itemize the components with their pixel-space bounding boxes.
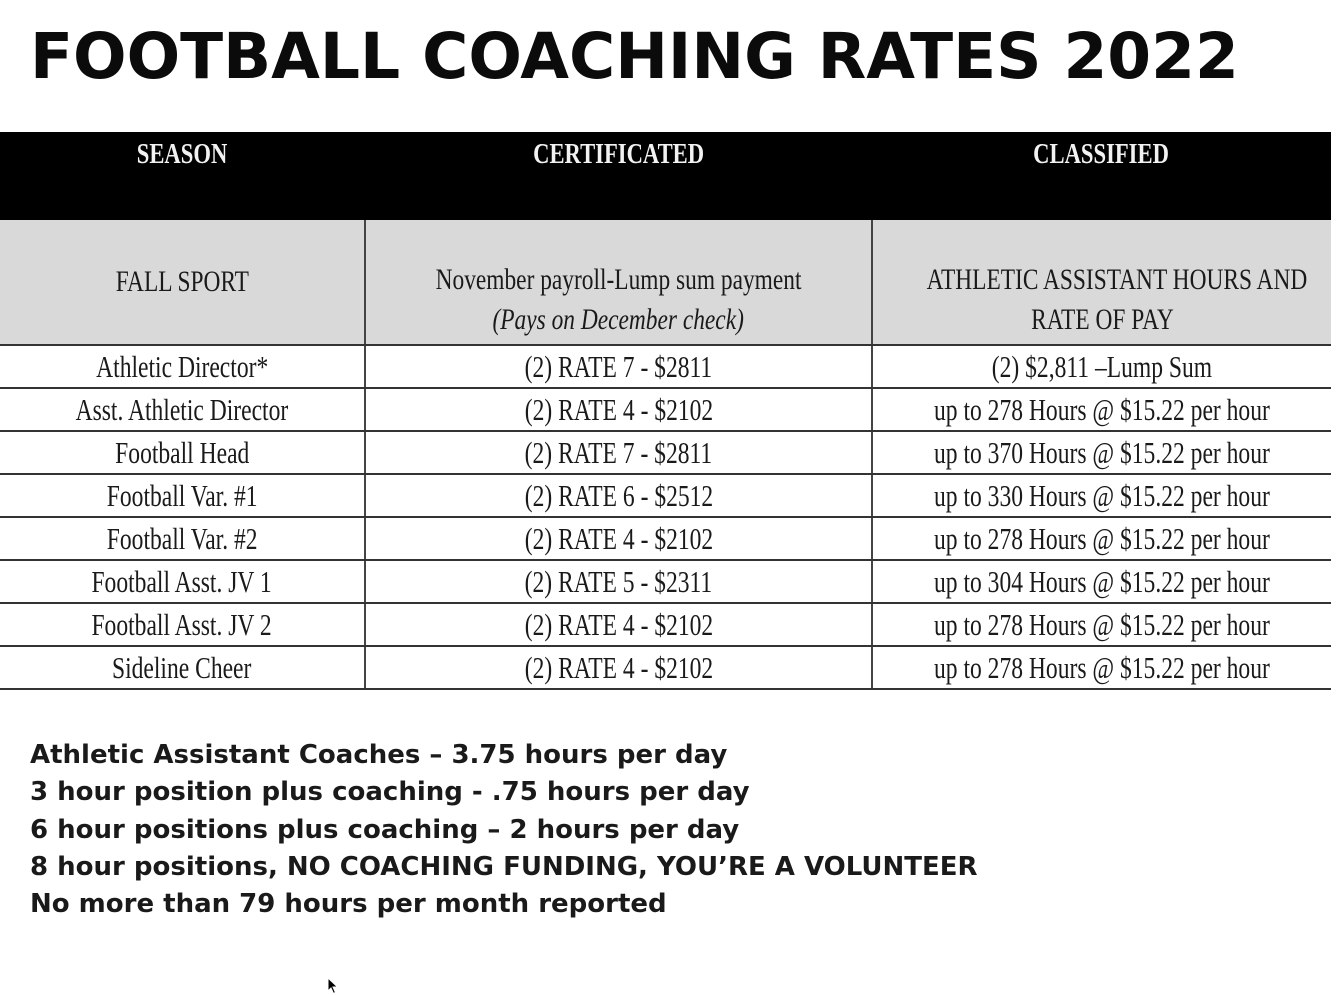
table-row: Football Asst. JV 1 (2) RATE 5 - $2311 u… <box>0 560 1331 604</box>
position-cell: Football Asst. JV 2 <box>0 603 365 647</box>
table-subheader-row: FALL SPORT November payroll-Lump sum pay… <box>0 220 1331 346</box>
classified-cell: up to 330 Hours @ $15.22 per hour <box>871 474 1331 518</box>
note-item: Athletic Assistant Coaches – 3.75 hours … <box>30 740 728 770</box>
notes-list: Athletic Assistant Coaches – 3.75 hours … <box>30 737 978 923</box>
header-certificated: CERTIFICATED <box>365 132 872 220</box>
classified-cell: up to 278 Hours @ $15.22 per hour <box>871 388 1331 432</box>
table-row: Athletic Director* (2) RATE 7 - $2811 (2… <box>0 345 1331 389</box>
subheader-certificated: November payroll-Lump sum payment (Pays … <box>364 220 872 346</box>
certificated-cell: (2) RATE 7 - $2811 <box>364 431 872 475</box>
header-season: SEASON <box>0 132 365 220</box>
page-title: FOOTBALL COACHING RATES 2022 <box>30 20 1239 93</box>
position-cell: Football Asst. JV 1 <box>0 560 365 604</box>
certificated-cell: (2) RATE 4 - $2102 <box>364 603 872 647</box>
certificated-cell: (2) RATE 4 - $2102 <box>364 646 872 690</box>
position-cell: Athletic Director* <box>0 345 365 389</box>
certificated-cell: (2) RATE 4 - $2102 <box>364 517 872 561</box>
certificated-cell: (2) RATE 4 - $2102 <box>364 388 872 432</box>
table-header-row: SEASON CERTIFICATED CLASSIFIED <box>0 132 1331 220</box>
table-row: Football Var. #2 (2) RATE 4 - $2102 up t… <box>0 517 1331 561</box>
certificated-cell: (2) RATE 7 - $2811 <box>364 345 872 389</box>
classified-cell: up to 278 Hours @ $15.22 per hour <box>871 646 1331 690</box>
table-row: Sideline Cheer (2) RATE 4 - $2102 up to … <box>0 646 1331 690</box>
position-cell: Football Var. #1 <box>0 474 365 518</box>
classified-cell: up to 278 Hours @ $15.22 per hour <box>871 517 1331 561</box>
note-item: 3 hour position plus coaching - .75 hour… <box>30 777 750 808</box>
table-row: Football Var. #1 (2) RATE 6 - $2512 up t… <box>0 474 1331 518</box>
subheader-classified: ATHLETIC ASSISTANT HOURS AND RATE OF PAY <box>871 220 1331 346</box>
certificated-cell: (2) RATE 5 - $2311 <box>364 560 872 604</box>
position-cell: Asst. Athletic Director <box>0 388 365 432</box>
rates-table: SEASON CERTIFICATED CLASSIFIED FALL SPOR… <box>0 132 1331 690</box>
subheader-season: FALL SPORT <box>0 220 365 346</box>
mouse-pointer-icon <box>327 977 339 995</box>
note-item: No more than 79 hours per month reported <box>30 889 667 920</box>
table-row: Football Head (2) RATE 7 - $2811 up to 3… <box>0 431 1331 475</box>
position-cell: Sideline Cheer <box>0 646 365 690</box>
note-item: 8 hour positions, NO COACHING FUNDING, Y… <box>30 851 978 882</box>
classified-cell: up to 370 Hours @ $15.22 per hour <box>871 431 1331 475</box>
note-item: 6 hour positions plus coaching – 2 hours… <box>30 814 740 845</box>
table-row: Football Asst. JV 2 (2) RATE 4 - $2102 u… <box>0 603 1331 647</box>
certificated-cell: (2) RATE 6 - $2512 <box>364 474 872 518</box>
header-classified: CLASSIFIED <box>872 132 1331 220</box>
position-cell: Football Var. #2 <box>0 517 365 561</box>
position-cell: Football Head <box>0 431 365 475</box>
classified-cell: up to 278 Hours @ $15.22 per hour <box>871 603 1331 647</box>
classified-cell: up to 304 Hours @ $15.22 per hour <box>871 560 1331 604</box>
table-row: Asst. Athletic Director (2) RATE 4 - $21… <box>0 388 1331 432</box>
classified-cell: (2) $2,811 –Lump Sum <box>871 345 1331 389</box>
